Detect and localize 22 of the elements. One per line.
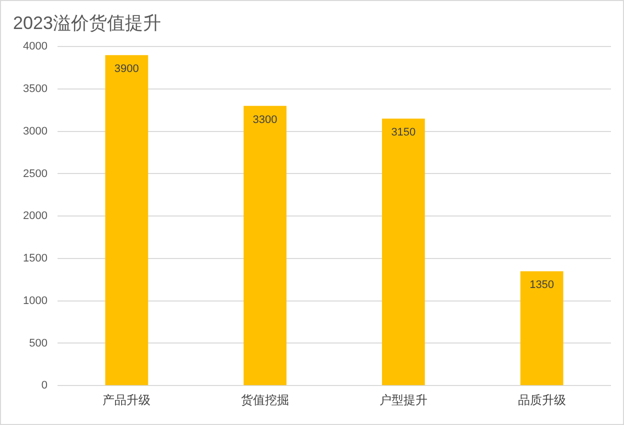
data-label: 3150	[391, 126, 416, 139]
y-tick-label: 2500	[22, 168, 48, 180]
x-tick-label: 货值挖掘	[241, 393, 290, 408]
y-tick-label: 1500	[22, 252, 48, 265]
chart-title: 2023溢价货值提升	[13, 12, 162, 33]
x-tick-label: 产品升级	[102, 393, 151, 408]
y-tick-label: 1000	[22, 294, 48, 307]
data-label: 1350	[530, 279, 554, 292]
x-tick-label: 户型提升	[379, 393, 428, 408]
y-tick-label: 500	[29, 337, 48, 350]
y-tick-label: 3500	[22, 83, 48, 96]
bar	[105, 55, 148, 386]
bar	[520, 271, 564, 386]
y-tick-label: 2000	[22, 210, 48, 222]
bar	[244, 106, 286, 386]
data-label: 3300	[252, 114, 278, 126]
bar	[382, 118, 425, 386]
y-tick-label: 4000	[22, 40, 48, 53]
y-tick-label: 3000	[22, 125, 48, 138]
data-label: 3900	[114, 63, 139, 76]
x-tick-label: 品质升级	[518, 393, 566, 408]
y-tick-label: 0	[41, 380, 48, 392]
